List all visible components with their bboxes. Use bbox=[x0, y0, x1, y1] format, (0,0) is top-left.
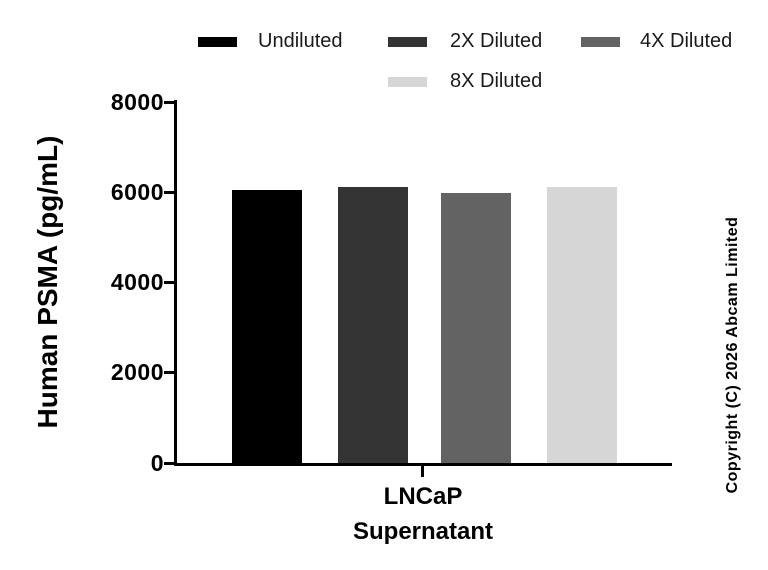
legend-label-8x-diluted: 8X Diluted bbox=[450, 70, 543, 92]
legend-item-undiluted: Undiluted bbox=[198, 31, 343, 52]
legend-swatch-undiluted bbox=[198, 36, 237, 47]
y-axis-tick-0 bbox=[163, 461, 174, 465]
legend-swatch-4x-diluted bbox=[581, 36, 620, 47]
legend-label-4x-diluted: 4X Diluted bbox=[640, 30, 733, 52]
y-axis-tick-4000 bbox=[163, 281, 174, 284]
legend-item-8x-diluted: 8X Diluted bbox=[388, 71, 542, 92]
y-axis-tick-label-4000: 4000 bbox=[110, 269, 164, 295]
y-axis-line bbox=[173, 100, 177, 466]
bar-4x-diluted bbox=[441, 192, 511, 463]
x-axis-category-label: LNCaP Supernatant bbox=[323, 479, 523, 549]
x-axis-category-label-line1: LNCaP bbox=[383, 483, 463, 510]
y-axis-tick-2000 bbox=[163, 371, 174, 375]
legend-item-2x-diluted: 2X Diluted bbox=[388, 31, 542, 52]
y-axis-tick-label-6000: 6000 bbox=[110, 178, 164, 205]
legend-label-undiluted: Undiluted bbox=[258, 30, 343, 52]
x-axis-category-label-line2: Supernatant bbox=[352, 518, 493, 545]
bar-2x-diluted bbox=[338, 187, 408, 463]
bar-undiluted bbox=[232, 189, 302, 463]
x-axis-tick bbox=[420, 466, 424, 477]
copyright-notice: Copyright (C) 2026 Abcam Limited bbox=[724, 216, 741, 494]
legend-swatch-8x-diluted bbox=[388, 76, 427, 87]
y-axis-title: Human PSMA (pg/mL) bbox=[32, 135, 63, 429]
legend-swatch-2x-diluted bbox=[388, 36, 427, 47]
y-axis-tick-8000 bbox=[163, 100, 174, 104]
x-axis-line bbox=[173, 462, 672, 466]
legend-label-2x-diluted: 2X Diluted bbox=[450, 30, 543, 52]
y-axis-tick-6000 bbox=[163, 190, 174, 194]
y-axis-tick-label-2000: 2000 bbox=[110, 359, 164, 386]
y-axis-tick-label-8000: 8000 bbox=[110, 88, 164, 115]
bar-8x-diluted bbox=[547, 186, 617, 463]
y-axis-tick-label-0: 0 bbox=[150, 449, 164, 476]
legend-item-4x-diluted: 4X Diluted bbox=[581, 31, 732, 52]
